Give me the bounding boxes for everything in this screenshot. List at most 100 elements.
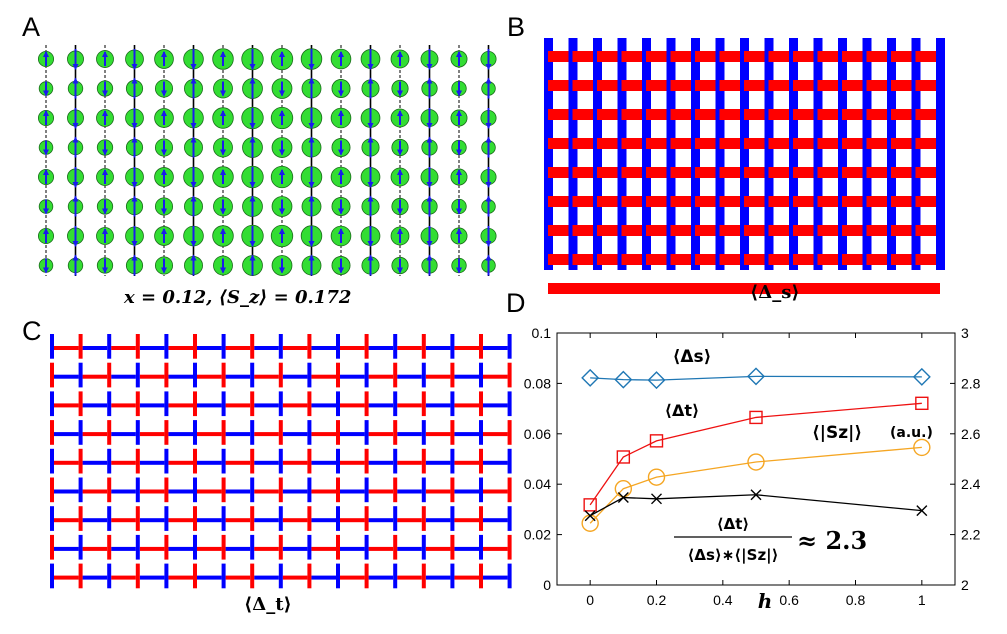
horizontal-bond bbox=[225, 489, 251, 494]
horizontal-bond bbox=[340, 575, 365, 580]
vertical-bond bbox=[78, 391, 83, 417]
vertical-bond bbox=[421, 563, 426, 589]
horizontal-bond-positive bbox=[670, 196, 695, 207]
spin-arrow-head bbox=[220, 169, 226, 175]
horizontal-bond-positive bbox=[793, 283, 818, 294]
vertical-bond bbox=[393, 506, 398, 531]
vertical-bond bbox=[135, 506, 140, 531]
vertical-bond bbox=[193, 362, 197, 388]
horizontal-bond bbox=[483, 403, 508, 408]
horizontal-bond bbox=[168, 518, 193, 523]
horizontal-bond-positive bbox=[621, 167, 646, 178]
horizontal-bond-positive bbox=[695, 225, 720, 236]
horizontal-bond bbox=[340, 546, 365, 551]
horizontal-bond bbox=[197, 432, 222, 437]
vertical-bond bbox=[421, 334, 426, 359]
spin-arrow-head bbox=[397, 90, 403, 97]
horizontal-bond-positive bbox=[817, 80, 842, 91]
spin-arrow-head bbox=[102, 51, 108, 57]
vertical-bond bbox=[421, 477, 426, 503]
spin-arrow-head bbox=[161, 110, 167, 116]
horizontal-bond bbox=[454, 346, 479, 350]
vertical-bond bbox=[250, 534, 255, 560]
horizontal-bond-positive bbox=[744, 109, 769, 120]
horizontal-bond-positive bbox=[695, 254, 720, 265]
horizontal-bond bbox=[197, 489, 222, 494]
y-left-tick-label: 0.1 bbox=[532, 325, 552, 341]
ratio-numerator: ⟨Δt⟩ bbox=[717, 515, 750, 533]
horizontal-bond-positive bbox=[842, 80, 867, 91]
vertical-bond bbox=[250, 477, 255, 503]
horizontal-bond bbox=[425, 575, 451, 580]
spin-arrow-head bbox=[485, 136, 492, 143]
spin-arrow-head bbox=[397, 149, 403, 156]
vertical-bond bbox=[250, 391, 255, 417]
spin-arrow-head bbox=[190, 182, 197, 188]
horizontal-bond-positive bbox=[842, 283, 867, 294]
horizontal-bond bbox=[340, 518, 365, 523]
horizontal-bond-positive bbox=[768, 283, 793, 294]
horizontal-bond bbox=[425, 403, 451, 408]
vertical-bond bbox=[421, 448, 426, 474]
spin-arrow-head bbox=[161, 169, 167, 175]
vertical-bond bbox=[450, 334, 455, 359]
spin-arrow-head bbox=[190, 254, 197, 261]
vertical-bond bbox=[507, 391, 512, 417]
horizontal-bond-positive bbox=[817, 196, 842, 207]
series-point bbox=[614, 370, 633, 389]
horizontal-bond-positive bbox=[670, 138, 695, 149]
vertical-bond bbox=[250, 506, 255, 531]
vertical-bond bbox=[164, 420, 169, 445]
vertical-bond bbox=[507, 477, 512, 503]
vertical-bond bbox=[164, 448, 169, 474]
horizontal-bond-positive bbox=[572, 196, 597, 207]
horizontal-bond-positive bbox=[817, 283, 842, 294]
horizontal-bond bbox=[454, 403, 479, 408]
horizontal-bond bbox=[54, 346, 79, 350]
horizontal-bond-positive bbox=[744, 225, 769, 236]
spin-arrow-head bbox=[397, 51, 403, 57]
horizontal-bond bbox=[397, 432, 422, 437]
horizontal-bond bbox=[282, 546, 308, 551]
horizontal-bond-positive bbox=[621, 225, 646, 236]
horizontal-bond bbox=[483, 346, 508, 350]
horizontal-bond bbox=[225, 346, 251, 350]
horizontal-bond bbox=[340, 489, 365, 494]
spin-arrow-head bbox=[485, 77, 492, 84]
vertical-bond bbox=[364, 391, 369, 417]
horizontal-bond bbox=[483, 460, 508, 465]
vertical-bond bbox=[107, 448, 112, 474]
horizontal-bond bbox=[425, 346, 451, 350]
vertical-bond bbox=[164, 563, 169, 589]
vertical-bond bbox=[135, 391, 140, 417]
horizontal-bond-positive bbox=[719, 51, 744, 62]
horizontal-bond-positive bbox=[646, 196, 671, 207]
horizontal-bond-positive bbox=[817, 51, 842, 62]
horizontal-bond bbox=[311, 489, 336, 494]
horizontal-bond-positive bbox=[670, 80, 695, 91]
vertical-bond bbox=[107, 420, 112, 445]
vertical-bond bbox=[250, 448, 255, 474]
spin-arrow-head bbox=[279, 51, 285, 57]
vertical-bond bbox=[78, 534, 83, 560]
spin-arrow-head bbox=[102, 267, 108, 274]
vertical-bond-negative bbox=[936, 125, 945, 154]
horizontal-bond-positive bbox=[572, 51, 597, 62]
spin-arrow-head bbox=[367, 254, 374, 261]
horizontal-bond-positive bbox=[842, 254, 867, 265]
horizontal-bond bbox=[225, 403, 251, 408]
spin-arrow-head bbox=[249, 123, 256, 129]
horizontal-bond-positive bbox=[597, 167, 622, 178]
vertical-bond bbox=[336, 563, 340, 589]
vertical-bond bbox=[307, 334, 312, 359]
horizontal-bond-positive bbox=[817, 225, 842, 236]
horizontal-bond-positive bbox=[621, 51, 646, 62]
spin-arrow-head bbox=[367, 77, 374, 84]
horizontal-bond bbox=[139, 489, 165, 494]
horizontal-bond bbox=[282, 518, 308, 523]
horizontal-bond bbox=[483, 546, 508, 551]
spin-arrow-head bbox=[72, 254, 79, 261]
horizontal-bond bbox=[282, 374, 308, 379]
horizontal-bond-positive bbox=[866, 167, 891, 178]
spin-arrow-head bbox=[279, 208, 285, 215]
